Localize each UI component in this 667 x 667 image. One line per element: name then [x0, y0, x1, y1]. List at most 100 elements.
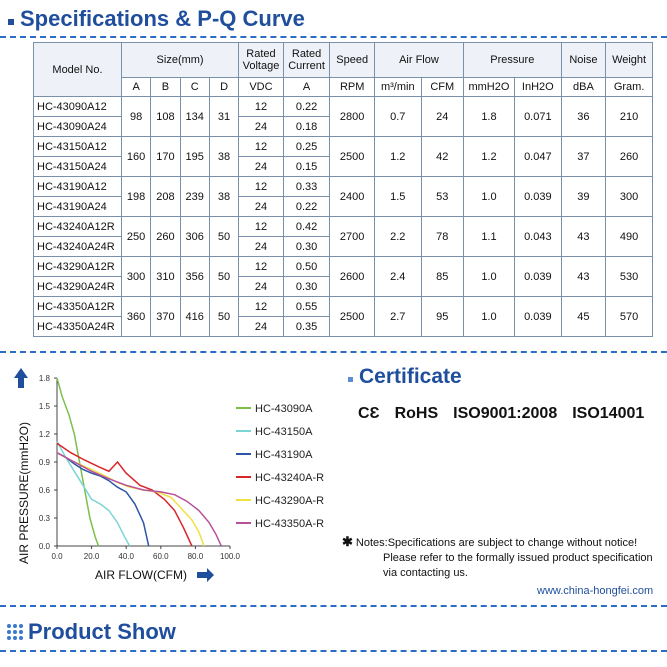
model-cell: HC-43190A24	[33, 196, 122, 217]
chart-legend: HC-43090A HC-43150A HC-43190A HC-43240A-R HC…	[236, 403, 324, 530]
table-row: HC-43150A12 160 170 195 38 12 0.25 2500 …	[33, 136, 653, 177]
model-cell: HC-43090A24	[33, 116, 122, 137]
voltage-cell: 24	[238, 156, 284, 177]
header-noise: Noise	[560, 42, 607, 78]
size-d-cell: 38	[208, 136, 240, 177]
model-cell: HC-43240A24R	[33, 236, 122, 257]
current-cell: 0.22	[282, 196, 331, 217]
m3min-cell: 1.5	[373, 176, 422, 217]
chart-axes: 0.0 20.0 40.0 60.0 80.0 100.0 0.0 0.3 0.6 0.9 1.2 1…	[14, 368, 241, 582]
bottom-divider-1	[0, 605, 667, 607]
bottom-divider-2	[0, 650, 667, 652]
rpm-cell: 2700	[329, 216, 375, 257]
size-c-cell: 134	[179, 96, 210, 137]
table-row: HC-43240A12R 250 260 306 50 12 0.42 2700…	[33, 216, 653, 257]
mmh2o-cell: 1.0	[462, 176, 515, 217]
y-axis-arrow-icon	[14, 368, 28, 388]
series-line-hc-43150a	[56, 441, 131, 547]
cfm-cell: 78	[420, 216, 464, 257]
size-a-cell: 360	[120, 296, 152, 337]
header-voltage: Rated Voltage	[238, 42, 284, 78]
product-show-title-text: Product Show	[28, 619, 176, 644]
sub-header-rpm: RPM	[329, 77, 375, 97]
table-divider	[0, 351, 667, 353]
sub-header-vdc: VDC	[238, 77, 284, 97]
m3min-cell: 2.7	[373, 296, 422, 337]
dba-cell: 39	[560, 176, 607, 217]
website-link[interactable]: www.china-hongfei.com	[537, 585, 654, 597]
size-b-cell: 310	[150, 256, 181, 297]
current-cell: 0.42	[282, 216, 331, 237]
sub-header-c: C	[179, 77, 210, 97]
legend-label: HC-43240A-R	[255, 472, 324, 484]
cfm-cell: 53	[420, 176, 464, 217]
size-b-cell: 208	[150, 176, 181, 217]
current-cell: 0.55	[282, 296, 331, 317]
size-d-cell: 50	[208, 296, 240, 337]
table-row: HC-43350A24R 24 0.35	[33, 316, 653, 337]
y-tick-label: 1.5	[39, 402, 51, 411]
gram-cell: 300	[605, 176, 653, 217]
table-row: HC-43190A12 198 208 239 38 12 0.33 2400 …	[33, 176, 653, 217]
x-tick-label: 80.0	[188, 552, 204, 561]
current-cell: 0.35	[282, 316, 331, 337]
pq-curve-chart: 0.0 20.0 40.0 60.0 80.0 100.0 0.0 0.3 0.6 0.9 1.2 1…	[14, 368, 324, 582]
series-line-hc-43090a	[56, 377, 100, 547]
spec-table: Model No. Size(mm) Rated Voltage Rated C…	[33, 42, 653, 337]
mmh2o-cell: 1.1	[462, 216, 515, 257]
voltage-cell: 24	[238, 316, 284, 337]
cfm-cell: 24	[420, 96, 464, 137]
table-row: HC-43290A12R 300 310 356 50 12 0.50 2600…	[33, 256, 653, 297]
rpm-cell: 2800	[329, 96, 375, 137]
table-row: HC-43290A24R 24 0.30	[33, 276, 653, 297]
size-a-cell: 198	[120, 176, 152, 217]
size-d-cell: 50	[208, 216, 240, 257]
rpm-cell: 2600	[329, 256, 375, 297]
voltage-cell: 12	[238, 176, 284, 197]
y-tick-label: 0.9	[39, 458, 51, 467]
header-weight: Weight	[605, 42, 653, 78]
size-c-cell: 356	[179, 256, 210, 297]
sub-header-a: A	[120, 77, 152, 97]
sub-header-cfm: CFM	[420, 77, 464, 97]
spec-title-text: Specifications & P-Q Curve	[20, 6, 305, 31]
title-bullet-icon	[8, 19, 14, 25]
voltage-cell: 12	[238, 136, 284, 157]
model-cell: HC-43190A12	[33, 176, 122, 197]
size-c-cell: 195	[179, 136, 210, 177]
rohs-mark: RoHS	[394, 405, 439, 422]
gram-cell: 530	[605, 256, 653, 297]
dba-cell: 45	[560, 296, 607, 337]
size-b-cell: 260	[150, 216, 181, 257]
size-d-cell: 50	[208, 256, 240, 297]
title-bullet-icon	[348, 376, 353, 382]
current-cell: 0.15	[282, 156, 331, 177]
current-cell: 0.30	[282, 236, 331, 257]
size-b-cell: 170	[150, 136, 181, 177]
inh2o-cell: 0.039	[513, 256, 562, 297]
legend-label: HC-43150A	[255, 426, 313, 438]
chart-series	[56, 377, 222, 547]
iso14001-mark: ISO14001	[572, 405, 645, 422]
size-a-cell: 98	[120, 96, 152, 137]
model-cell: HC-43350A24R	[33, 316, 122, 337]
x-tick-label: 20.0	[84, 552, 100, 561]
mmh2o-cell: 1.2	[462, 136, 515, 177]
voltage-cell: 24	[238, 116, 284, 137]
rpm-cell: 2500	[329, 136, 375, 177]
size-b-cell: 370	[150, 296, 181, 337]
size-a-cell: 160	[120, 136, 152, 177]
inh2o-cell: 0.043	[513, 216, 562, 257]
size-b-cell: 108	[150, 96, 181, 137]
size-c-cell: 416	[179, 296, 210, 337]
inh2o-cell: 0.039	[513, 296, 562, 337]
size-a-cell: 300	[120, 256, 152, 297]
size-d-cell: 38	[208, 176, 240, 217]
y-tick-label: 0.3	[39, 514, 51, 523]
sub-header-d: D	[208, 77, 240, 97]
sub-header-mmh2o: mmH2O	[462, 77, 515, 97]
m3min-cell: 2.4	[373, 256, 422, 297]
certificate-list: CƐ RoHS ISO9001:2008 ISO14001	[358, 405, 659, 423]
mmh2o-cell: 1.8	[462, 96, 515, 137]
size-c-cell: 306	[179, 216, 210, 257]
